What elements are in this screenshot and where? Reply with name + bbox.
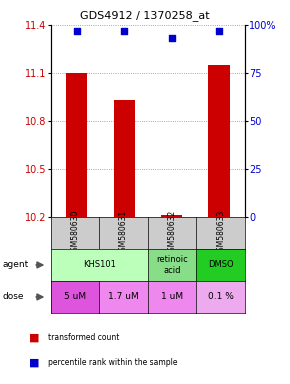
Bar (114, 100, 135, 217)
Text: GSM580632: GSM580632 (168, 210, 177, 256)
Bar (161, 215, 182, 217)
Text: ■: ■ (29, 358, 39, 368)
Text: GDS4912 / 1370258_at: GDS4912 / 1370258_at (80, 10, 210, 20)
Point (122, 28, 126, 34)
Text: percentile rank within the sample: percentile rank within the sample (48, 358, 177, 367)
Text: 1 uM: 1 uM (161, 293, 183, 301)
Text: ■: ■ (29, 333, 39, 343)
Point (169, 35, 174, 41)
Bar (66, 73, 88, 217)
Text: KHS101: KHS101 (83, 260, 116, 270)
Text: transformed count: transformed count (48, 333, 119, 343)
Text: 1.7 uM: 1.7 uM (108, 293, 139, 301)
Text: 5 uM: 5 uM (64, 293, 86, 301)
Text: GSM580633: GSM580633 (216, 210, 225, 256)
Text: GSM580630: GSM580630 (70, 210, 79, 256)
Text: retinoic
acid: retinoic acid (156, 255, 188, 275)
Text: agent: agent (3, 260, 29, 270)
Point (217, 28, 221, 34)
Bar (208, 65, 230, 217)
Text: dose: dose (3, 293, 24, 301)
Point (75, 28, 79, 34)
Text: 0.1 %: 0.1 % (208, 293, 234, 301)
Text: DMSO: DMSO (208, 260, 233, 270)
Text: GSM580631: GSM580631 (119, 210, 128, 256)
